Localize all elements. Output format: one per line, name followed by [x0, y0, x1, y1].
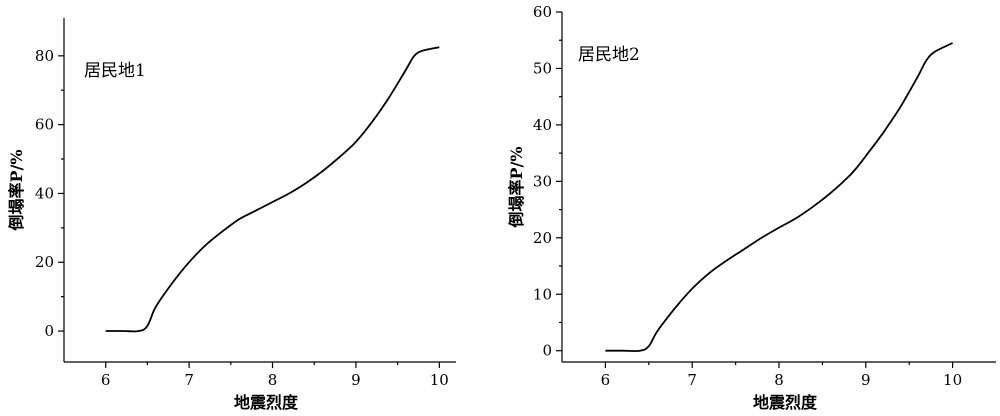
- y-tick-label: 30: [533, 172, 552, 190]
- x-axis-label: 地震烈度: [234, 393, 299, 412]
- x-tick-label: 7: [687, 371, 697, 389]
- x-tick-label: 7: [184, 371, 194, 389]
- x-tick-label: 9: [861, 371, 871, 389]
- x-tick-label: 8: [268, 371, 278, 389]
- y-tick-label: 40: [35, 184, 54, 202]
- chart-residential-area-1: 6 7 8 9 10 0 20 40 60 80 地震烈度 倒塌率P/% 居民地1: [7, 18, 456, 412]
- x-tick-label: 9: [351, 371, 361, 389]
- x-tick-label: 10: [430, 371, 449, 389]
- y-axis-label: 倒塌率P/%: [507, 146, 526, 228]
- y-tick-label: 60: [533, 3, 552, 21]
- x-tick-label: 10: [943, 371, 962, 389]
- x-tick-label: 6: [101, 371, 111, 389]
- y-axis-label: 倒塌率P/%: [7, 149, 26, 231]
- plot-annotation: 居民地1: [84, 61, 146, 81]
- series-line: [605, 42, 954, 352]
- y-tick-label: 0: [542, 342, 552, 360]
- x-tick-label: 6: [601, 371, 611, 389]
- series-line: [105, 46, 440, 333]
- x-axis-label: 地震烈度: [753, 393, 818, 412]
- chart-residential-area-2: 6 7 8 9 10 0 10 20 30 40 50 60 地震烈度 倒塌率P/% 居民地2: [507, 3, 996, 412]
- x-tick-label: 8: [774, 371, 784, 389]
- y-tick-label: 20: [35, 253, 54, 271]
- y-tick-label: 0: [44, 322, 54, 340]
- y-tick-label: 50: [533, 59, 552, 77]
- y-tick-label: 40: [533, 116, 552, 134]
- y-tick-label: 10: [533, 285, 552, 303]
- y-tick-label: 20: [533, 229, 552, 247]
- y-tick-label: 80: [35, 47, 54, 65]
- y-tick-label: 60: [35, 116, 54, 134]
- plot-annotation: 居民地2: [578, 45, 640, 65]
